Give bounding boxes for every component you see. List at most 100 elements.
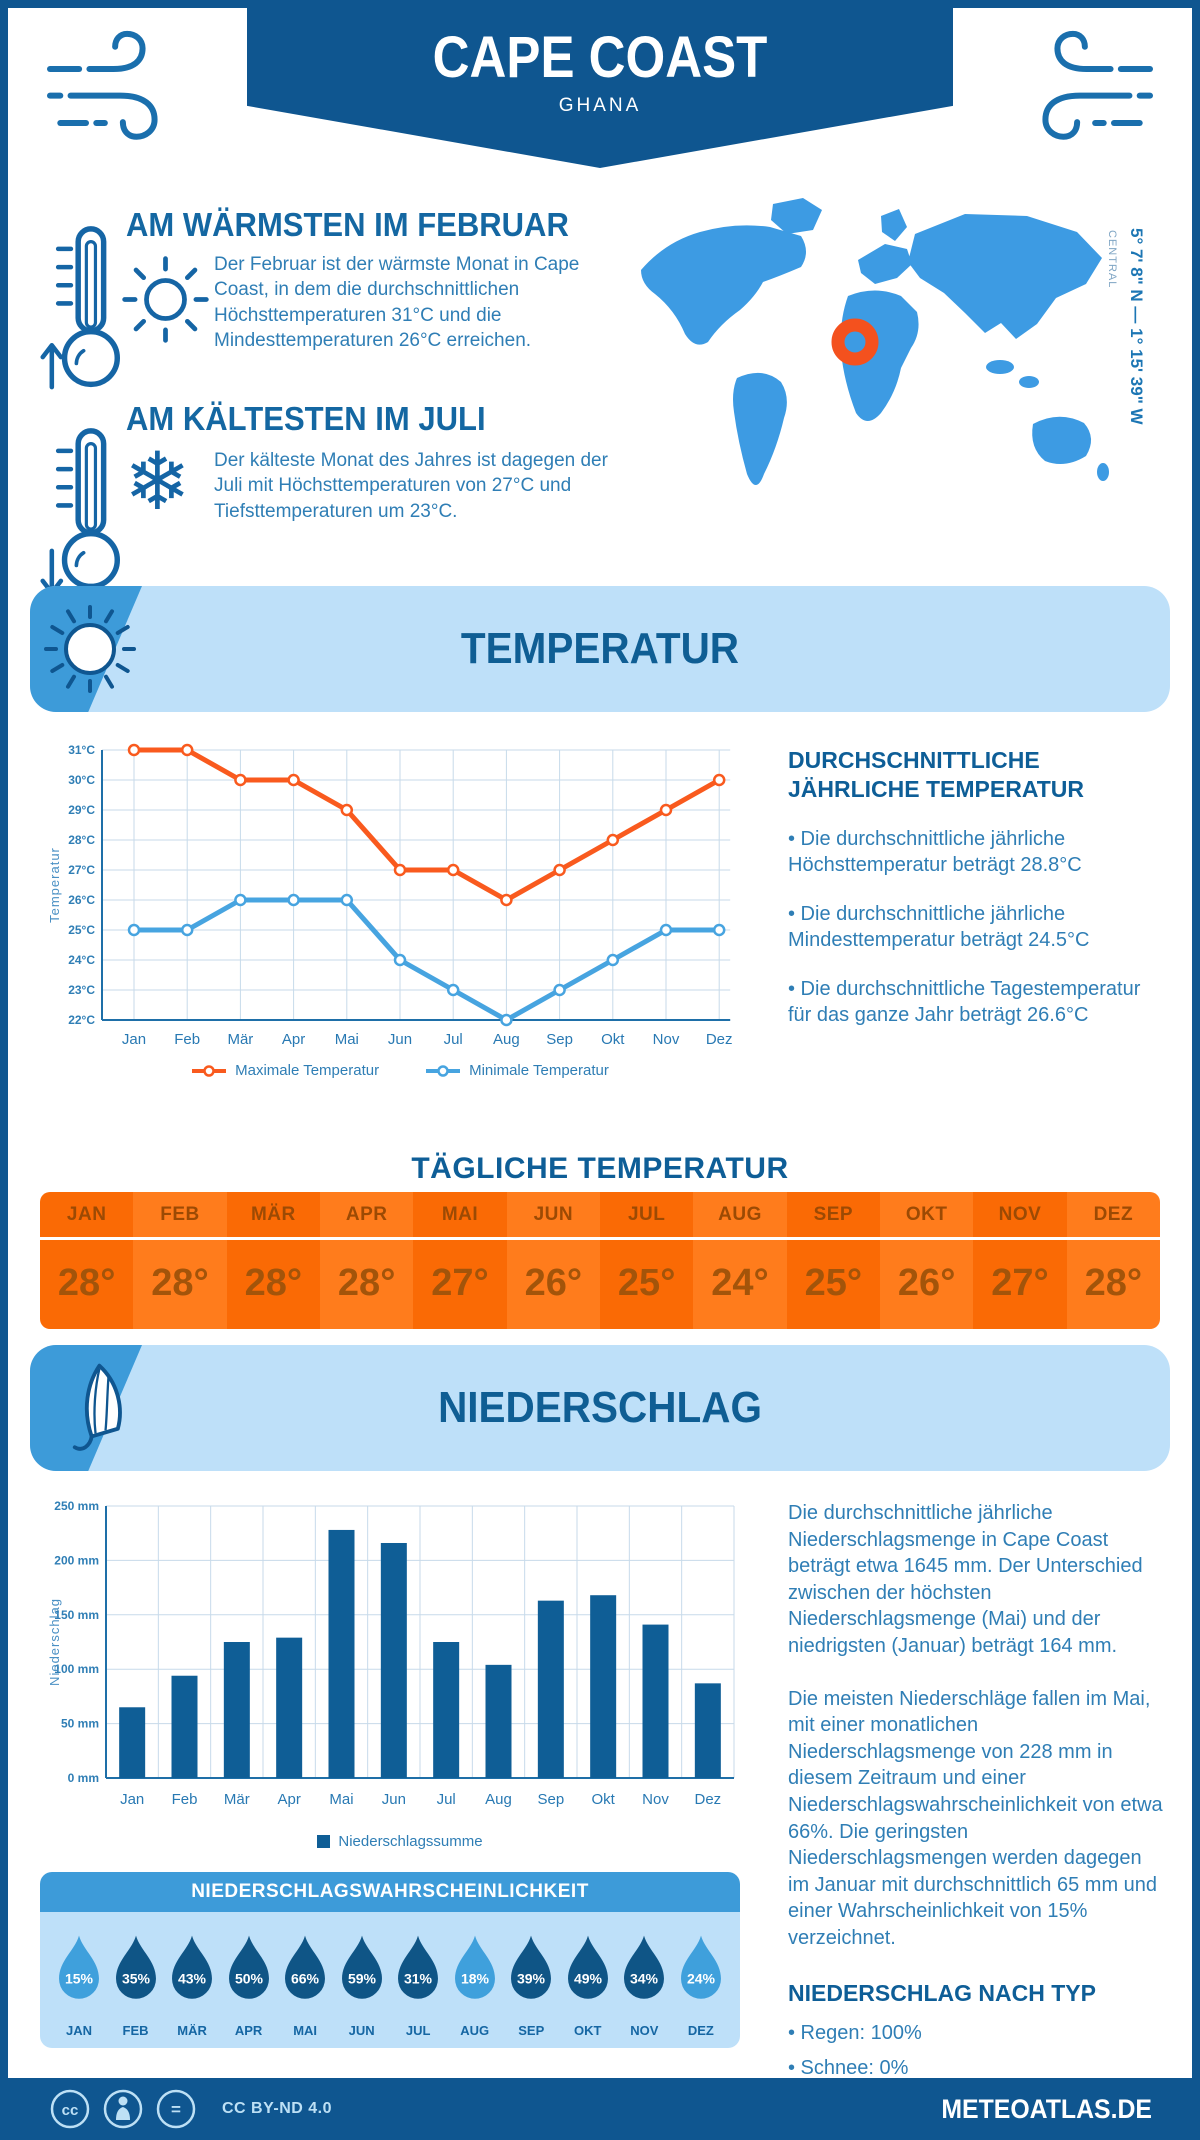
daily-month-header: SEP bbox=[786, 1192, 880, 1237]
precipitation-section-title: NIEDERSCHLAG bbox=[438, 1383, 762, 1432]
cc-icon: cc bbox=[62, 2102, 79, 2119]
precipitation-bar bbox=[590, 1595, 617, 1778]
x-tick: Jan bbox=[122, 1031, 146, 1048]
raindrop-icon: 24% bbox=[680, 1935, 721, 1999]
x-tick: Jul bbox=[437, 1791, 456, 1808]
data-point bbox=[287, 773, 300, 787]
legend-item-precip: Niederschlagssumme bbox=[317, 1833, 483, 1850]
probability-month: AUG bbox=[460, 2023, 490, 2038]
y-tick: 24°C bbox=[68, 953, 95, 967]
data-point bbox=[606, 953, 620, 967]
daily-month-header: MÄR bbox=[226, 1192, 320, 1237]
precipitation-type-bullet: • Regen: 100% bbox=[788, 2022, 922, 2045]
x-tick: Okt bbox=[591, 1791, 615, 1808]
probability-drop: 35% FEB bbox=[109, 1920, 163, 2038]
probability-value: 43% bbox=[178, 1971, 207, 1987]
probability-drop: 39% SEP bbox=[504, 1920, 558, 2038]
summary-title: DURCHSCHNITTLICHE JÄHRLICHE TEMPERATUR bbox=[788, 747, 1085, 802]
x-tick: Jan bbox=[120, 1791, 144, 1808]
daily-temperature-title: TÄGLICHE TEMPERATUR bbox=[411, 1152, 789, 1185]
precipitation-text-panel: Die durchschnittliche jährliche Niedersc… bbox=[788, 1500, 1163, 2089]
precipitation-paragraph: Die durchschnittliche jährliche Niedersc… bbox=[788, 1502, 1143, 1657]
asia bbox=[908, 214, 1102, 339]
probability-value: 59% bbox=[348, 1971, 377, 1987]
probability-month: JUL bbox=[405, 2023, 431, 2038]
wind-icon bbox=[47, 30, 158, 140]
island bbox=[986, 360, 1014, 374]
data-point bbox=[553, 863, 566, 877]
data-point bbox=[500, 1013, 513, 1027]
probability-month: MÄR bbox=[177, 2023, 207, 2038]
raindrop-icon: 39% bbox=[511, 1935, 552, 1999]
y-tick: 50 mm bbox=[61, 1717, 99, 1731]
y-tick: 150 mm bbox=[54, 1608, 99, 1622]
daily-temperature-value: 26° bbox=[880, 1237, 974, 1329]
y-tick: 26°C bbox=[68, 893, 95, 907]
snowflake-icon: ❄ bbox=[124, 435, 192, 528]
precipitation-paragraph: Die meisten Niederschläge fallen im Mai,… bbox=[788, 1687, 1163, 1949]
daily-temperature-value: 24° bbox=[693, 1237, 787, 1329]
precipitation-bar bbox=[328, 1529, 355, 1778]
license-label: CC BY-ND 4.0 bbox=[222, 2100, 333, 2117]
probability-value: 66% bbox=[291, 1971, 320, 1987]
probability-value: 15% bbox=[65, 1971, 94, 1987]
probability-value: 49% bbox=[574, 1971, 603, 1987]
x-tick: Jun bbox=[388, 1031, 412, 1048]
data-point bbox=[500, 893, 513, 907]
max-line-swatch bbox=[192, 1064, 227, 1077]
daily-month-header: OKT bbox=[880, 1192, 974, 1237]
data-point bbox=[287, 893, 300, 907]
probability-value: 35% bbox=[121, 1971, 150, 1987]
thermometer-up-icon bbox=[40, 226, 120, 390]
probability-drop: 34% NOV bbox=[617, 1920, 671, 2038]
data-point bbox=[393, 863, 407, 877]
daily-temperature-value: 28° bbox=[1066, 1237, 1160, 1329]
data-point bbox=[234, 773, 247, 787]
x-tick: Okt bbox=[601, 1031, 625, 1048]
x-tick: Mai bbox=[329, 1791, 353, 1808]
raindrop-icon: 43% bbox=[172, 1935, 213, 1999]
legend-label-precip: Niederschlagssumme bbox=[338, 1833, 483, 1850]
daily-temperature-value: 28° bbox=[133, 1237, 227, 1329]
probability-value: 24% bbox=[687, 1971, 716, 1987]
island bbox=[1019, 376, 1039, 388]
x-tick: Mär bbox=[224, 1791, 250, 1808]
temperature-section-banner: TEMPERATUR bbox=[30, 586, 1170, 712]
cc-license-icons: cc = bbox=[50, 2089, 196, 2129]
greenland bbox=[771, 198, 822, 234]
data-point bbox=[180, 923, 194, 937]
x-tick: Sep bbox=[537, 1791, 564, 1808]
probability-month: JUN bbox=[348, 2023, 375, 2038]
y-axis-label: Niederschlag bbox=[47, 1598, 62, 1686]
probability-value: 34% bbox=[630, 1971, 659, 1987]
australia bbox=[1032, 416, 1092, 465]
raindrop-icon: 59% bbox=[341, 1935, 382, 1999]
probability-drops: 15% JAN 35% FEB 43% MÄR 50% APR 66% MAI 59% JUN 31% J… bbox=[40, 1912, 740, 2048]
precipitation-bar bbox=[433, 1642, 460, 1778]
x-tick: Nov bbox=[653, 1031, 680, 1048]
x-tick: Sep bbox=[546, 1031, 573, 1048]
precipitation-bar bbox=[380, 1542, 407, 1778]
sun-icon bbox=[122, 256, 209, 343]
probability-value: 18% bbox=[461, 1971, 490, 1987]
data-point bbox=[659, 803, 673, 817]
daily-month-header: JAN bbox=[40, 1192, 134, 1237]
probability-month: APR bbox=[234, 2023, 263, 2038]
temperature-summary-panel: DURCHSCHNITTLICHE JÄHRLICHE TEMPERATUR •… bbox=[788, 746, 1163, 1051]
temperature-section-title: TEMPERATUR bbox=[460, 624, 740, 673]
daily-temperature-value: 25° bbox=[786, 1237, 880, 1329]
x-tick: Nov bbox=[642, 1791, 669, 1808]
daily-temperature-value: 26° bbox=[506, 1237, 600, 1329]
warmest-title: AM WÄRMSTEN IM FEBRUAR bbox=[126, 206, 569, 243]
y-tick: 25°C bbox=[68, 923, 95, 937]
y-tick: 22°C bbox=[68, 1013, 95, 1027]
daily-month-header: NOV bbox=[973, 1192, 1067, 1237]
summary-bullet: • Die durchschnittliche jährliche Mindes… bbox=[788, 902, 1090, 952]
warmest-text: Der Februar ist der wärmste Monat in Cap… bbox=[214, 254, 580, 352]
person-icon bbox=[116, 2096, 130, 2120]
daily-temperature-value: 28° bbox=[320, 1237, 414, 1329]
precipitation-bar bbox=[537, 1600, 564, 1778]
daily-month-header: AUG bbox=[693, 1192, 787, 1237]
data-point bbox=[712, 923, 726, 937]
